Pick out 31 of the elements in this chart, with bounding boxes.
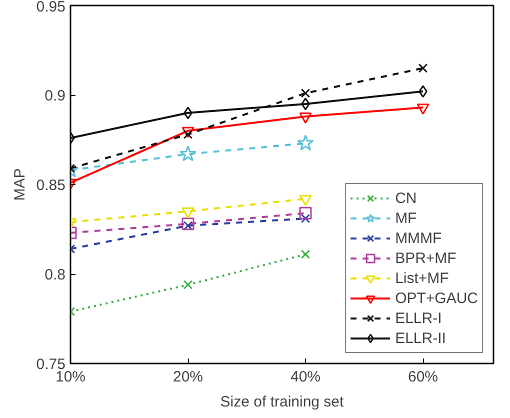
legend-label: BPR+MF xyxy=(395,248,456,268)
point xyxy=(299,194,312,206)
legend-label: CN xyxy=(395,188,417,208)
legend-label: ELLR-I xyxy=(395,308,442,328)
point xyxy=(183,130,193,140)
legend-label: List+MF xyxy=(395,268,449,288)
point xyxy=(183,221,193,230)
legend-label: MMMF xyxy=(395,228,442,248)
y-tick-label: 0.9 xyxy=(44,88,66,104)
x-tick-label: 60% xyxy=(408,368,438,386)
point xyxy=(300,214,310,224)
x-tick-label: 20% xyxy=(172,368,204,386)
point xyxy=(299,206,312,220)
x-axis-title: Size of training set xyxy=(220,394,345,410)
legend-label: OPT+GAUC xyxy=(395,288,478,308)
point xyxy=(180,145,196,162)
y-axis-title: MAP xyxy=(11,168,28,201)
point xyxy=(300,88,310,98)
point xyxy=(300,250,310,259)
legend-label: MF xyxy=(395,208,417,228)
x-tick-label: 40% xyxy=(290,368,321,386)
y-tick-label: 0.95 xyxy=(36,0,66,16)
point xyxy=(418,64,428,73)
point xyxy=(182,218,194,230)
point xyxy=(297,134,314,151)
x-tick-label: 10% xyxy=(55,368,86,386)
point xyxy=(183,280,193,290)
y-tick-label: 0.8 xyxy=(44,266,66,284)
point xyxy=(182,207,194,218)
legend-label: ELLR-II xyxy=(395,328,446,348)
y-tick-label: 0.85 xyxy=(36,177,66,194)
